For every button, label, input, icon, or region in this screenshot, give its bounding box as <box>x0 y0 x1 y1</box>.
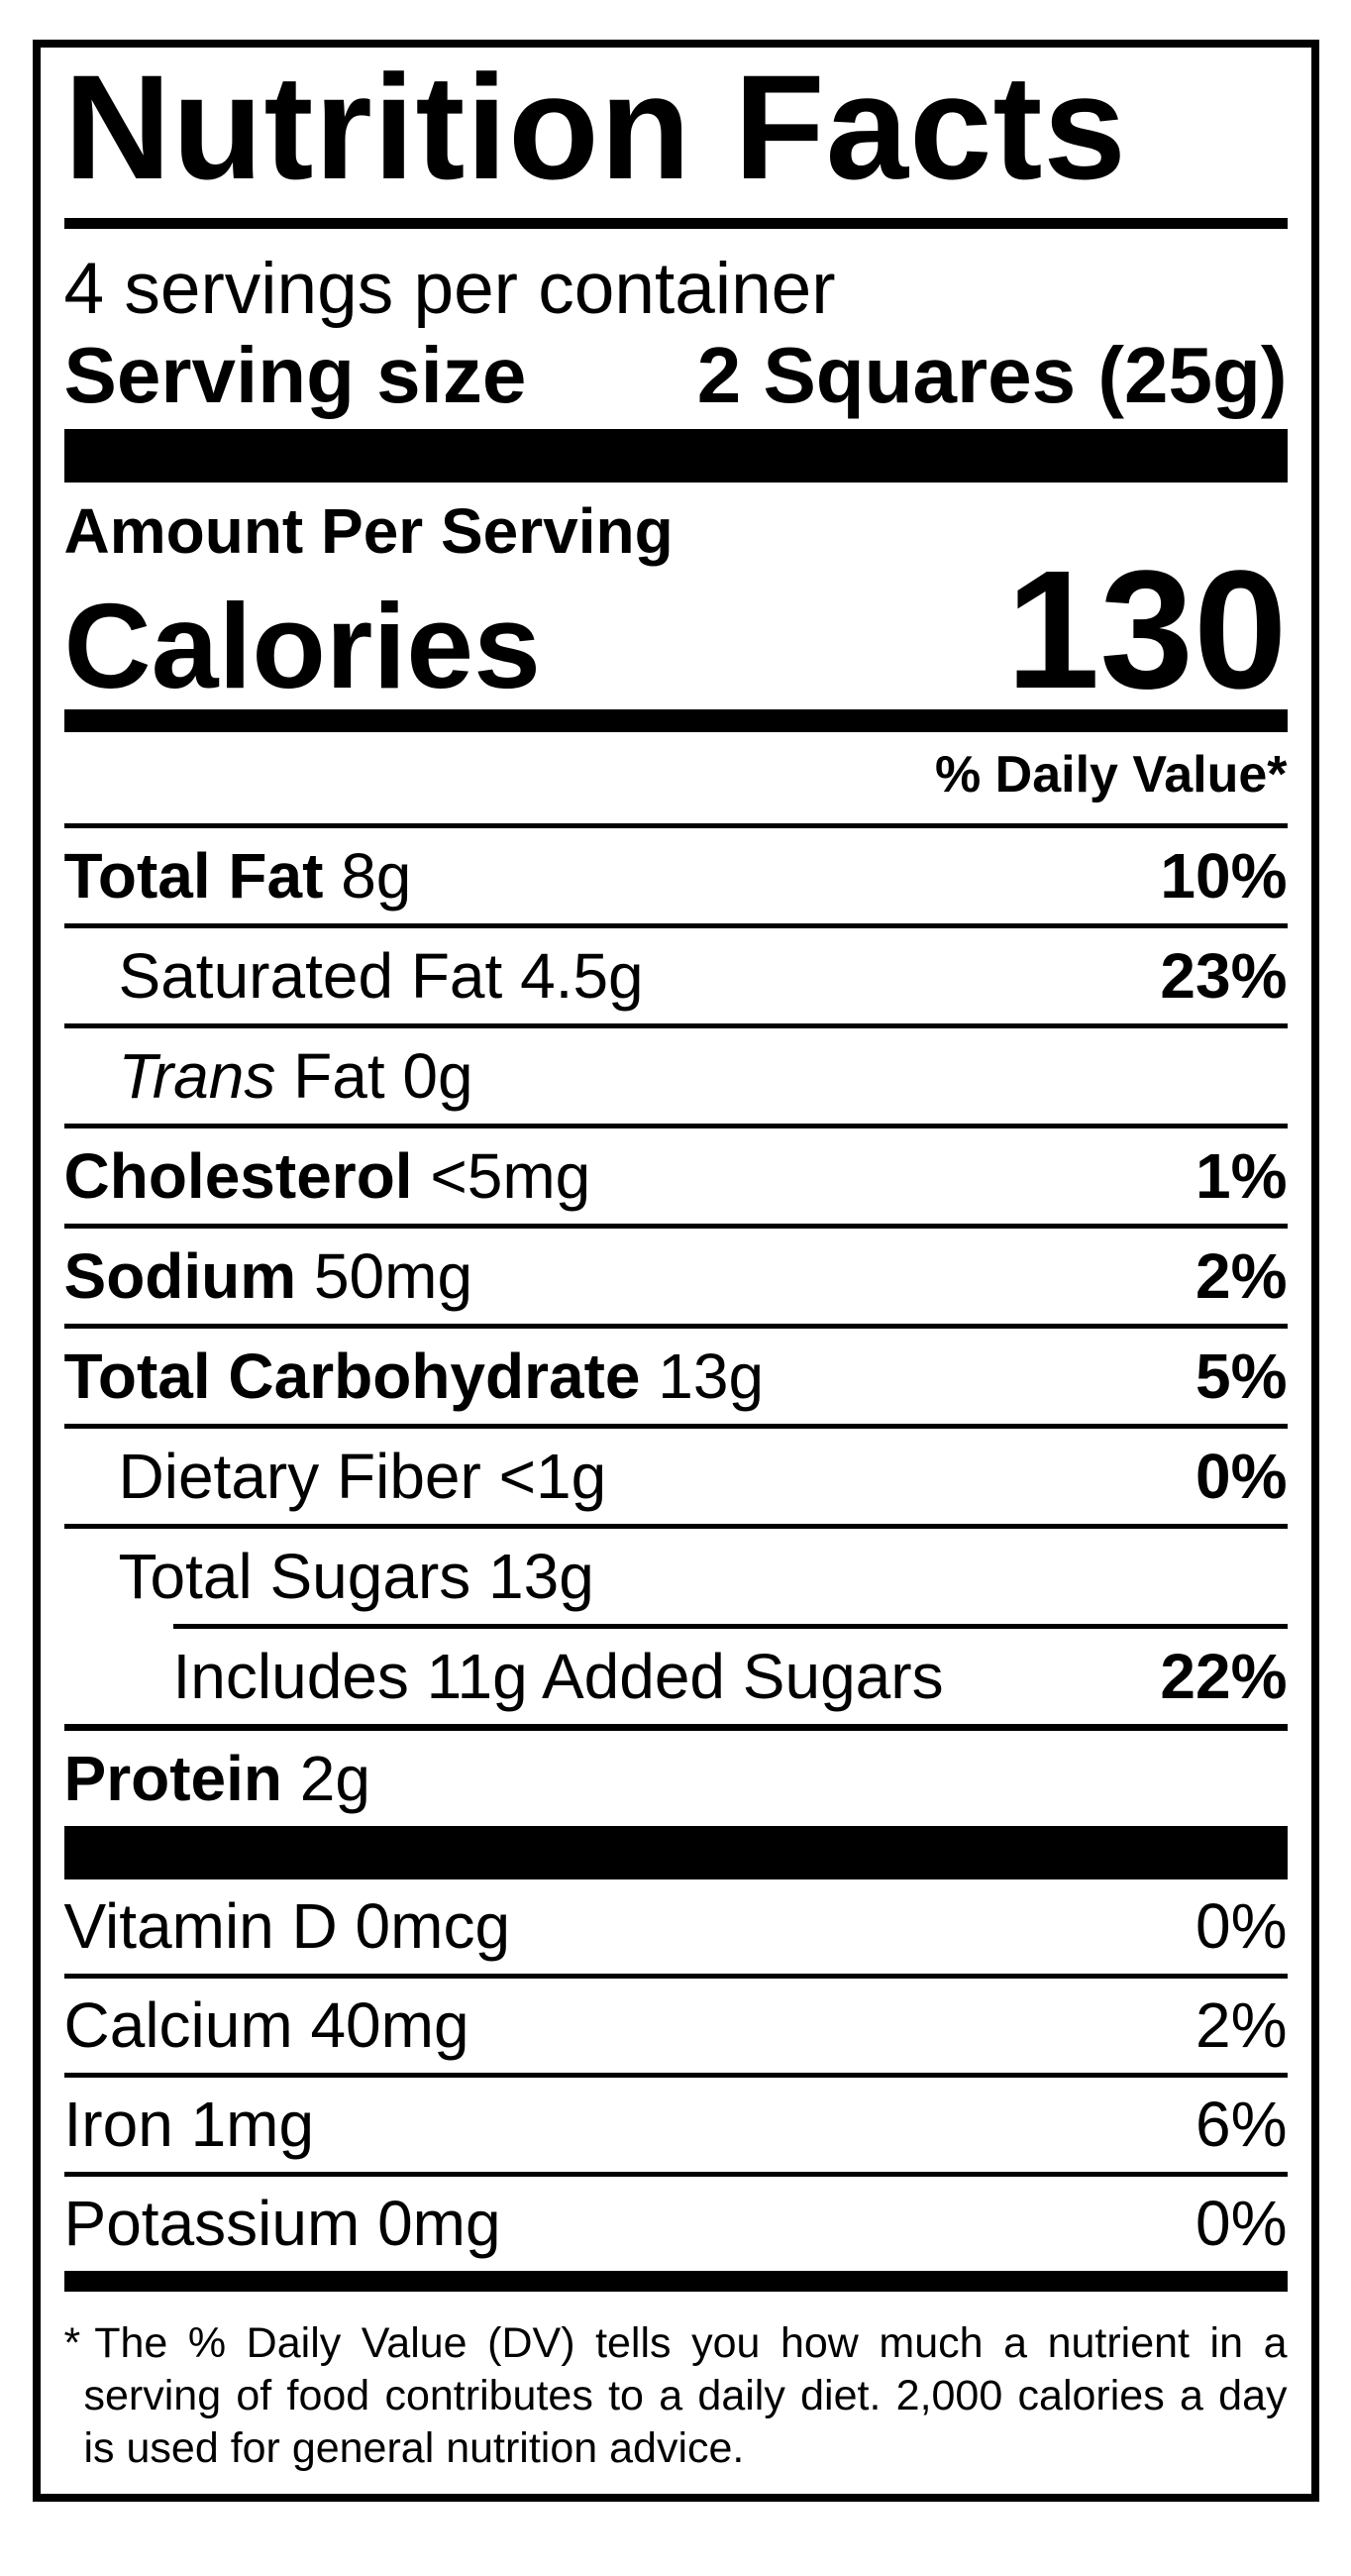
row-added-sugars: Includes 11g Added Sugars 22% <box>64 1629 1288 1724</box>
divider <box>63 1023 1288 1028</box>
divider <box>63 1424 1288 1429</box>
row-sodium: Sodium 50mg 2% <box>64 1229 1288 1324</box>
serving-size-row: Serving size 2 Squares (25g) <box>64 334 1288 417</box>
serving-size-value: 2 Squares (25g) <box>696 331 1288 419</box>
row-dietary-fiber: Dietary Fiber <1g 0% <box>64 1429 1288 1524</box>
footnote-line: serving of food contributes to a daily d… <box>83 2372 1288 2419</box>
calories-row: Calories 130 <box>64 536 1288 724</box>
serving-size-label: Serving size <box>63 331 527 419</box>
footnote-line: * The % Daily Value (DV) tells you how mu… <box>63 2319 1288 2367</box>
nutrient-name: Cholesterol <5mg <box>63 1140 591 1212</box>
divider <box>63 2073 1288 2078</box>
nutrient-name: Total Fat 8g <box>63 840 412 912</box>
servings-per-container: 4 servings per container <box>63 249 836 329</box>
row-iron: Iron 1mg 6% <box>64 2078 1288 2172</box>
medium-divider-under-calories <box>63 709 1288 732</box>
nutrient-dv: 5% <box>1195 1341 1288 1412</box>
nutrient-name: Sodium 50mg <box>63 1240 473 1312</box>
nutrient-dv: 2% <box>1195 1989 1288 2061</box>
nutrient-name: Trans Fat 0g <box>118 1040 473 1112</box>
nutrient-dv: 1% <box>1195 1140 1288 1212</box>
footnote-line: is used for general nutrition advice. <box>83 2424 745 2472</box>
nutrient-name: Calcium 40mg <box>63 1989 469 2061</box>
nutrient-name: Total Carbohydrate 13g <box>63 1341 765 1412</box>
nutrient-dv: 23% <box>1160 940 1288 1012</box>
nutrient-dv: 6% <box>1195 2089 1288 2160</box>
row-cholesterol: Cholesterol <5mg 1% <box>64 1128 1288 1224</box>
footnote: * The % Daily Value (DV) tells you how mu… <box>64 2317 1288 2475</box>
nutrient-name: Includes 11g Added Sugars <box>172 1641 944 1712</box>
nutrient-dv: 0% <box>1195 1441 1288 1512</box>
nutrient-dv: 10% <box>1160 840 1288 912</box>
thick-divider-vitamins <box>63 1826 1288 1879</box>
row-saturated-fat: Saturated Fat 4.5g 23% <box>64 928 1288 1023</box>
divider <box>63 1724 1288 1731</box>
divider <box>63 923 1288 928</box>
nutrient-dv: 0% <box>1195 1890 1288 1962</box>
divider-under-title <box>63 218 1288 229</box>
divider <box>63 1324 1288 1329</box>
divider-indented <box>172 1624 1288 1629</box>
row-vitamin-d: Vitamin D 0mcg 0% <box>64 1879 1288 1974</box>
row-trans-fat: Trans Fat 0g <box>64 1028 1288 1124</box>
calories-value: 130 <box>1005 536 1288 724</box>
calories-label: Calories <box>63 579 541 713</box>
divider <box>63 823 1288 828</box>
row-calcium: Calcium 40mg 2% <box>64 1979 1288 2073</box>
row-protein: Protein 2g <box>64 1731 1288 1826</box>
row-total-sugars: Total Sugars 13g <box>64 1529 1288 1624</box>
nutrient-name: Protein 2g <box>63 1743 370 1814</box>
label-title: Nutrition Facts <box>63 44 1127 210</box>
row-total-fat: Total Fat 8g 10% <box>64 828 1288 923</box>
thick-divider-top <box>63 429 1288 483</box>
nutrition-facts-label: Nutrition Facts 4 servings per container… <box>32 40 1319 2502</box>
row-potassium: Potassium 0mg 0% <box>64 2177 1288 2271</box>
nutrient-name: Vitamin D 0mcg <box>63 1890 511 1962</box>
divider <box>63 1524 1288 1529</box>
nutrient-name: Total Sugars 13g <box>118 1541 594 1612</box>
amount-per-serving-label: Amount Per Serving <box>63 495 674 567</box>
nutrient-name: Dietary Fiber <1g <box>118 1441 607 1512</box>
nutrient-dv: 2% <box>1195 1240 1288 1312</box>
nutrient-name: Saturated Fat 4.5g <box>118 940 644 1012</box>
footnote-asterisk: * <box>63 2319 81 2367</box>
nutrient-dv: 0% <box>1195 2188 1288 2259</box>
row-total-carbohydrate: Total Carbohydrate 13g 5% <box>64 1329 1288 1424</box>
nutrient-name: Potassium 0mg <box>63 2188 501 2259</box>
daily-value-header: % Daily Value* <box>934 746 1288 804</box>
nutrient-dv: 22% <box>1160 1641 1288 1712</box>
divider <box>63 2172 1288 2177</box>
divider <box>63 1224 1288 1229</box>
divider <box>63 1124 1288 1128</box>
nutrient-name: Iron 1mg <box>63 2089 315 2160</box>
divider <box>63 1974 1288 1979</box>
medium-divider-footnote <box>63 2271 1288 2292</box>
